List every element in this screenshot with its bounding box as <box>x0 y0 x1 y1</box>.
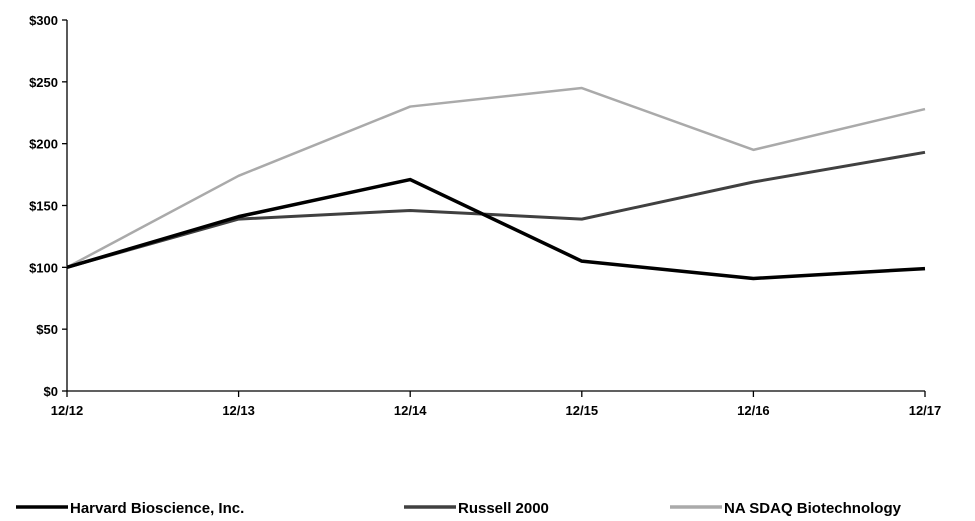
legend-label: Russell 2000 <box>458 500 549 517</box>
y-tick-label: $100 <box>29 260 58 275</box>
y-tick-label: $250 <box>29 75 58 90</box>
series-line-2 <box>66 150 926 269</box>
y-tick-label: $300 <box>29 13 58 28</box>
x-tick-label: 12/16 <box>737 403 770 418</box>
chart-axes <box>66 20 925 392</box>
x-tick-label: 12/17 <box>909 403 942 418</box>
x-tick-label: 12/13 <box>222 403 255 418</box>
y-axis-ticks: $0 $50 $100 $150 $200 $250 $300 <box>29 13 67 399</box>
series-line-1 <box>66 177 926 281</box>
legend-label: NA SDAQ Biotechnology <box>724 500 902 517</box>
x-axis-ticks: 12/12 12/13 12/14 12/15 12/16 12/17 <box>51 391 942 418</box>
legend: Harvard Bioscience, Inc. Russell 2000 NA S… <box>16 500 902 517</box>
series-line-3 <box>66 86 926 269</box>
y-tick-label: $150 <box>29 199 58 214</box>
legend-label: Harvard Bioscience, Inc. <box>70 500 244 517</box>
x-tick-label: 12/15 <box>566 403 599 418</box>
y-tick-label: $50 <box>36 322 58 337</box>
x-tick-label: 12/14 <box>394 403 427 418</box>
y-tick-label: $200 <box>29 137 58 152</box>
series-lines <box>66 86 926 281</box>
y-tick-label: $0 <box>44 384 58 399</box>
x-tick-label: 12/12 <box>51 403 84 418</box>
